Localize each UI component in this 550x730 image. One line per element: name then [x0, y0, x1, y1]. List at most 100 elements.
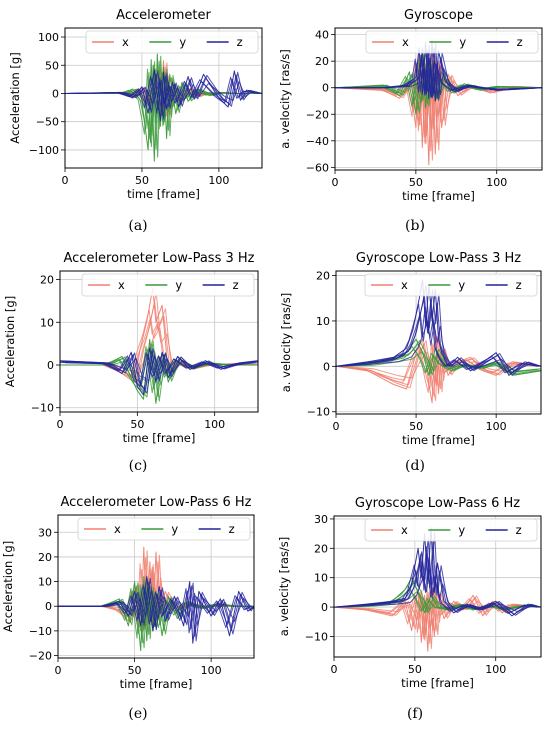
- series-line-y: [63, 340, 258, 402]
- series-line-y: [334, 585, 538, 612]
- legend-box: [85, 30, 259, 54]
- y-tick-label: 20: [314, 542, 328, 555]
- chart-title: Gyroscope: [404, 8, 473, 23]
- x-tick-label: 100: [485, 663, 506, 676]
- x-tick-label: 100: [486, 420, 507, 433]
- chart-title: Accelerometer Low-Pass 6 Hz: [60, 495, 251, 510]
- legend-label-x: x: [402, 35, 409, 49]
- legend-box: [364, 518, 538, 542]
- axes-frame: [335, 270, 542, 415]
- x-tick-label: 0: [331, 663, 338, 676]
- panel-caption: (b): [405, 218, 425, 234]
- series-group: [58, 546, 254, 652]
- x-tick-label: 50: [135, 174, 149, 187]
- legend-label-x: x: [401, 523, 408, 537]
- x-axis-label: time [frame]: [401, 676, 474, 690]
- x-tick-label: 50: [130, 418, 144, 431]
- y-tick-label: 100: [38, 31, 59, 44]
- y-tick-label: −10: [305, 630, 328, 643]
- chart-title: Accelerometer: [116, 8, 211, 23]
- series-line-z: [339, 565, 541, 613]
- axes-frame: [334, 27, 543, 171]
- axes-frame: [333, 515, 542, 658]
- legend-label-y: y: [458, 278, 465, 292]
- chart-title: Accelerometer Low-Pass 3 Hz: [63, 251, 254, 266]
- x-tick-label: 0: [332, 176, 339, 189]
- legend-label-x: x: [401, 278, 408, 292]
- y-tick-label: 0: [52, 87, 59, 100]
- panel-caption: (d): [405, 458, 425, 474]
- panel-caption: (a): [128, 218, 147, 234]
- legend: x y z: [77, 517, 251, 541]
- legend-box: [77, 517, 251, 541]
- series-line-x: [336, 343, 539, 390]
- legend-label-z: z: [229, 522, 235, 536]
- legend-label-y: y: [459, 35, 466, 49]
- x-tick-label: 100: [486, 176, 507, 189]
- y-tick-label: −10: [307, 406, 330, 419]
- legend-label-z: z: [233, 278, 239, 292]
- series-line-z: [60, 352, 255, 387]
- series-line-z: [65, 75, 259, 114]
- series-line-z: [336, 303, 538, 374]
- y-axis-label: Acceleration [g]: [1, 541, 15, 632]
- legend-label-y: y: [458, 523, 465, 537]
- y-tick-label: −20: [306, 108, 329, 121]
- series-line-y: [341, 351, 541, 372]
- axes-frame: [59, 270, 259, 413]
- series-line-z: [69, 80, 262, 109]
- legend: x y z: [364, 518, 538, 542]
- x-tick-label: 50: [128, 664, 142, 677]
- y-tick-label: 0: [322, 82, 329, 95]
- x-tick-label: 50: [409, 176, 423, 189]
- legend-label-x: x: [118, 278, 125, 292]
- chart-title: Gyroscope Low-Pass 6 Hz: [355, 496, 520, 511]
- series-line-x: [336, 339, 538, 393]
- y-axis-label: Acceleration [g]: [8, 52, 22, 143]
- legend-label-z: z: [516, 523, 522, 537]
- y-tick-label: 20: [40, 274, 54, 287]
- y-tick-label: 30: [38, 526, 52, 539]
- series-group: [65, 53, 262, 162]
- x-tick-label: 0: [333, 420, 340, 433]
- legend-box: [365, 30, 539, 54]
- y-axis-label: Acceleration [g]: [3, 296, 17, 387]
- y-tick-label: −10: [31, 402, 54, 415]
- y-tick-label: 0: [321, 601, 328, 614]
- series-line-y: [335, 58, 539, 108]
- y-tick-label: 20: [38, 551, 52, 564]
- series-group: [60, 287, 258, 404]
- y-tick-label: 40: [315, 29, 329, 42]
- panel-caption: (c): [129, 458, 148, 474]
- y-tick-label: 30: [314, 513, 328, 526]
- y-tick-label: −50: [36, 116, 59, 129]
- legend: x y z: [85, 30, 259, 54]
- series-line-z: [337, 532, 541, 616]
- series-line-z: [65, 69, 262, 122]
- series-line-z: [58, 584, 251, 634]
- x-axis-label: time [frame]: [123, 431, 196, 445]
- x-tick-label: 100: [204, 418, 225, 431]
- panel-a: 0 50 100 −100 −50 0 50 100 Accelerometer time [fr…: [8, 8, 263, 234]
- x-tick-label: 100: [201, 664, 222, 677]
- y-tick-label: 10: [40, 316, 54, 329]
- legend-label-y: y: [171, 522, 178, 536]
- series-group: [335, 39, 542, 166]
- x-axis-label: time [frame]: [402, 189, 475, 203]
- series-group: [334, 527, 541, 652]
- y-axis-label: a. velocity [ras/s]: [278, 49, 292, 149]
- series-line-z: [340, 62, 542, 96]
- axes-frame: [64, 27, 263, 169]
- y-axis-label: a. velocity [ras/s]: [279, 293, 293, 393]
- chart-title: Gyroscope Low-Pass 3 Hz: [356, 251, 521, 266]
- series-line-z: [61, 350, 258, 390]
- panel-caption: (e): [128, 706, 147, 722]
- panel-b: 0 50 100 −60 −40 −20 0 20 40 Gyroscope time [frame…: [278, 8, 543, 234]
- y-tick-label: 10: [316, 315, 330, 328]
- panel-e: 0 50 100 −20 −10 0 10 20 30 Accelerometer Low-Pas…: [1, 495, 255, 722]
- y-tick-label: −20: [29, 650, 52, 663]
- y-tick-label: −40: [306, 135, 329, 148]
